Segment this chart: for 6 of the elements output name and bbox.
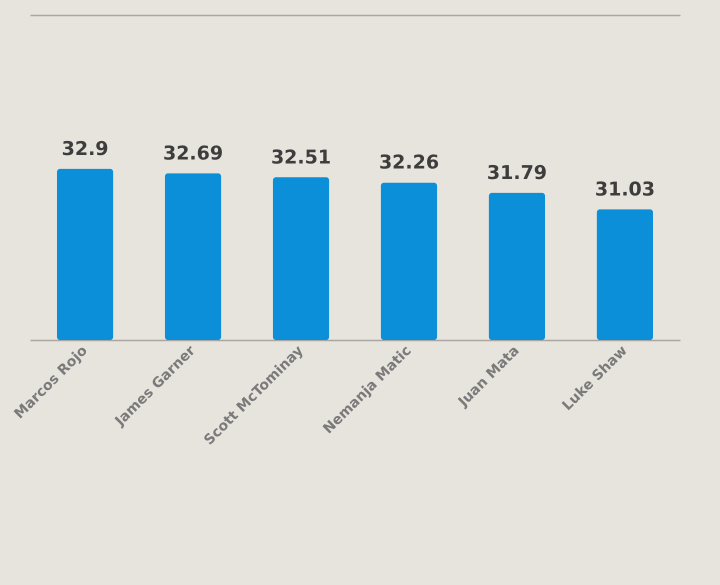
- data-label: 31.03: [594, 178, 655, 200]
- data-label: 32.26: [378, 152, 440, 174]
- data-label: 32.69: [162, 142, 224, 164]
- data-label: 32.9: [62, 138, 109, 160]
- data-label: 32.51: [270, 146, 332, 168]
- data-label: 31.79: [486, 162, 548, 184]
